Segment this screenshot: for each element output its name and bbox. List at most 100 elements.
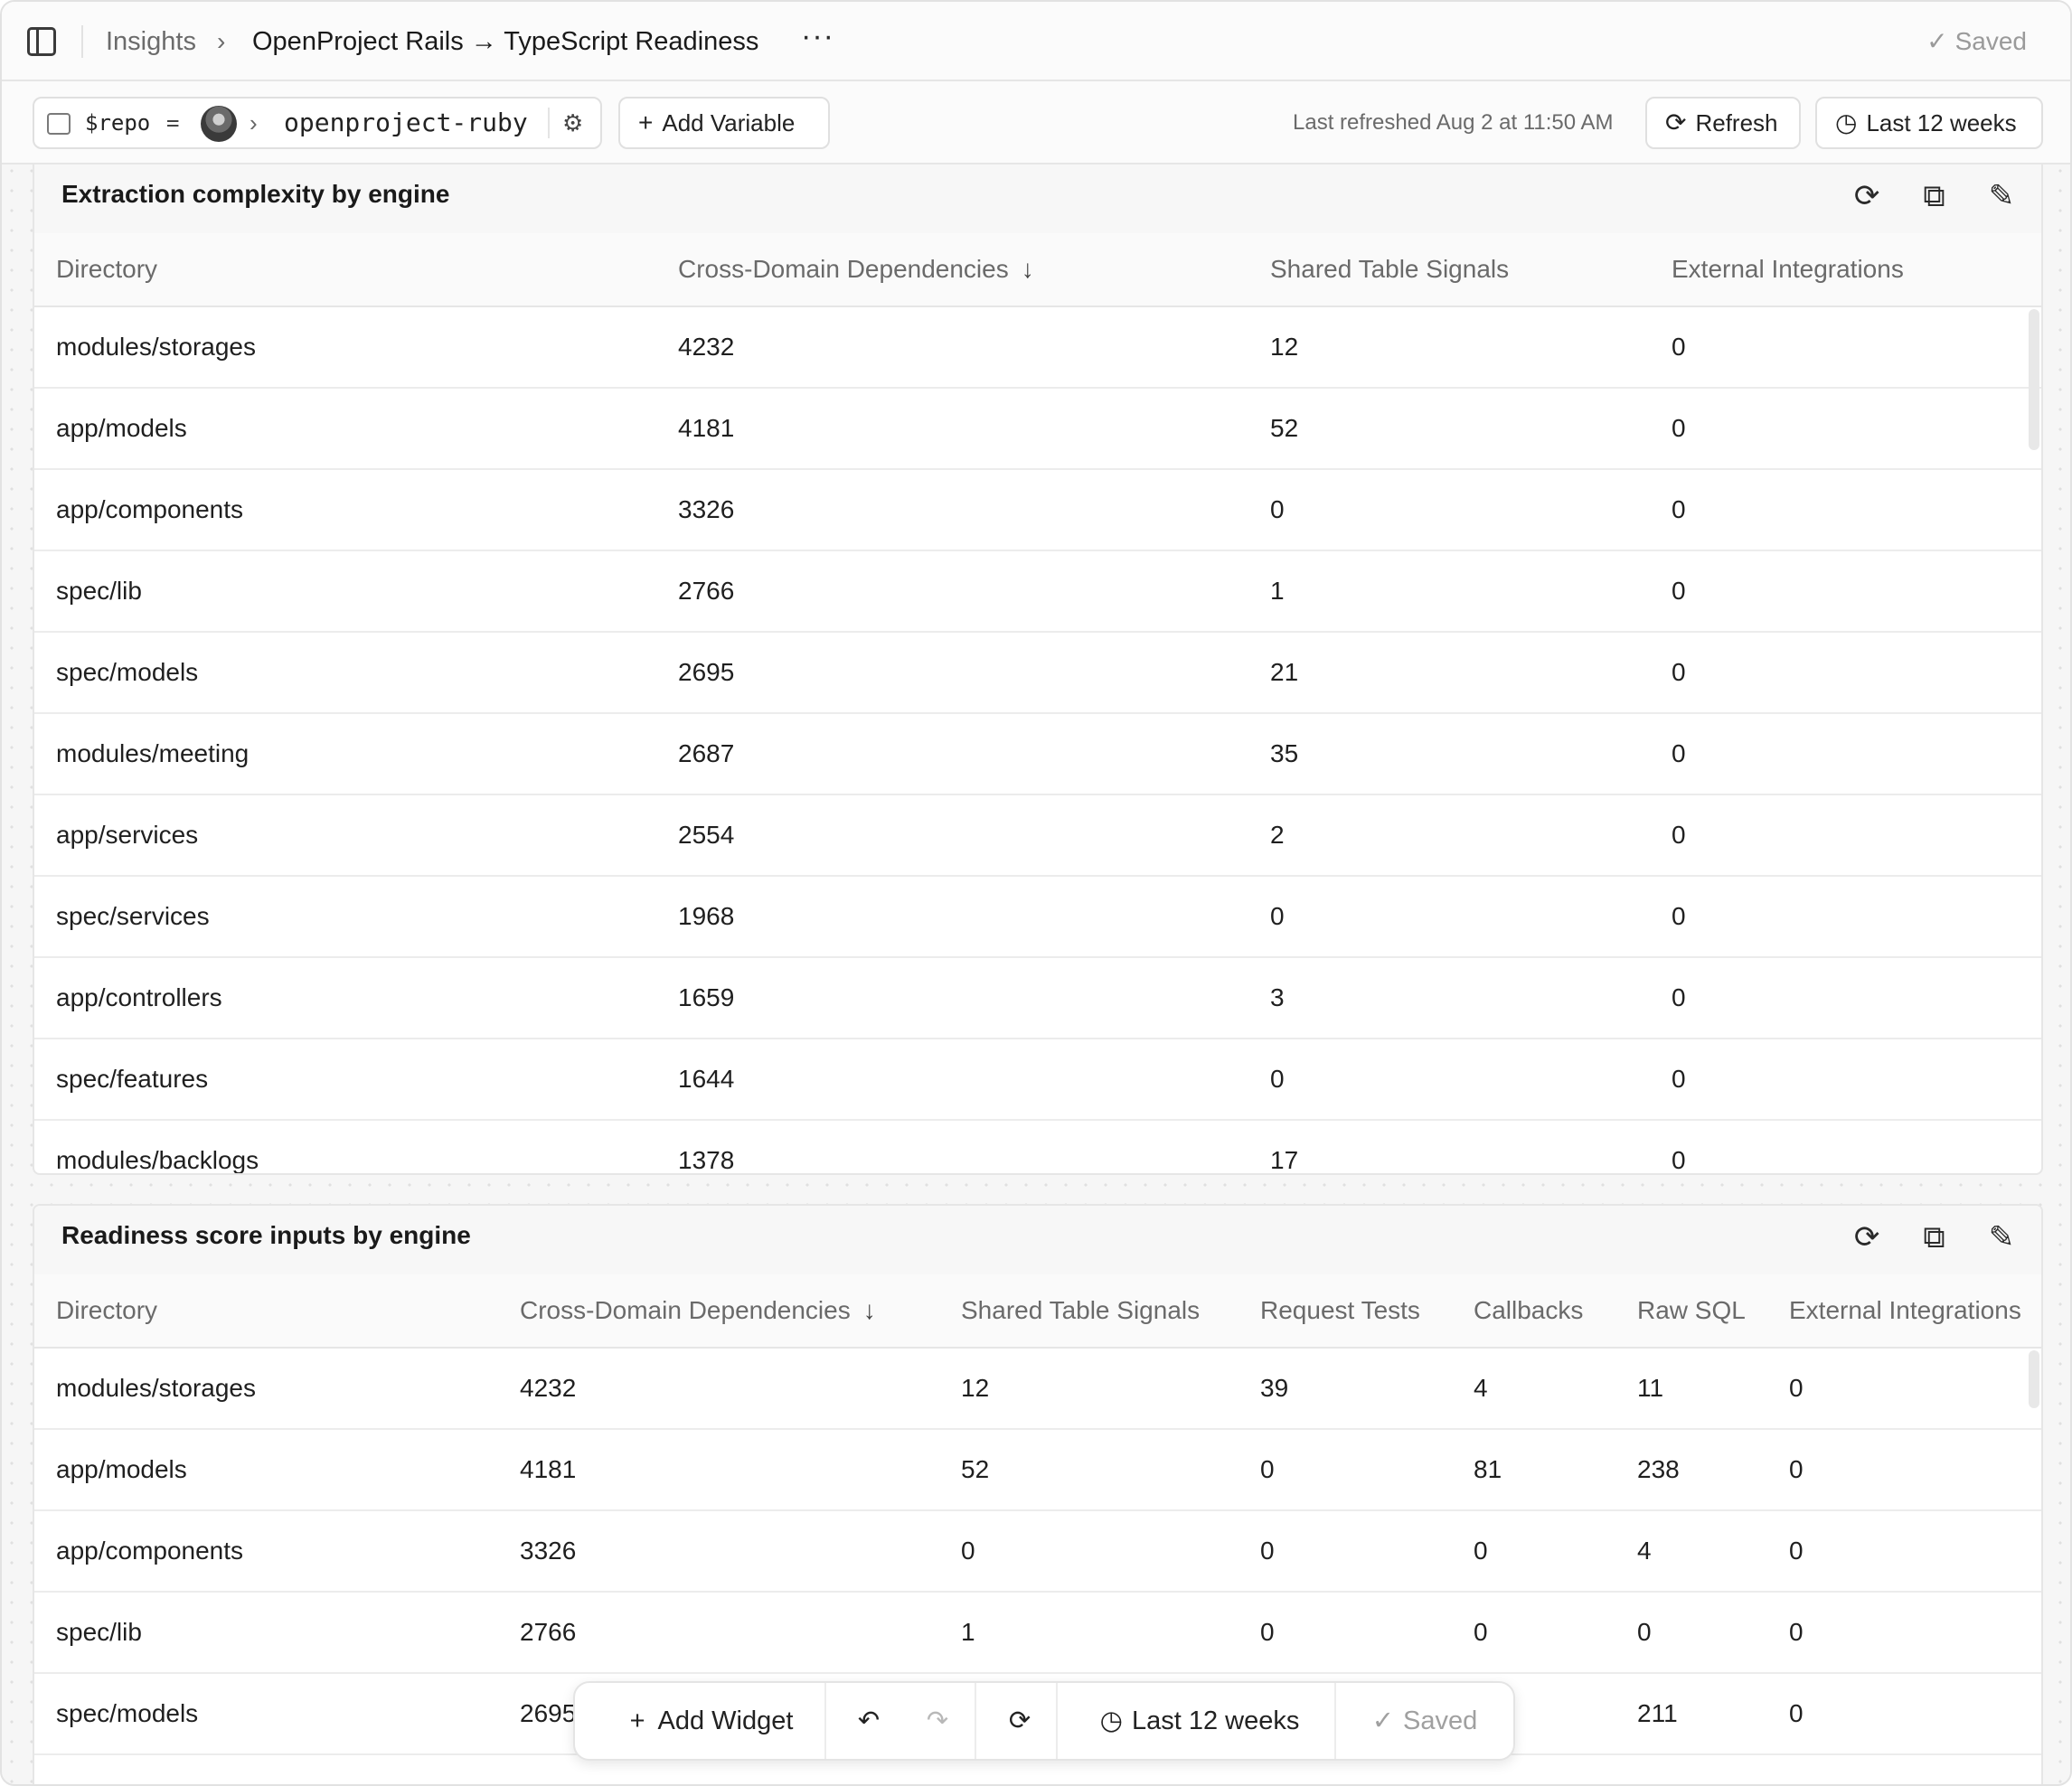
refresh-label: Refresh [1695, 109, 1778, 136]
table-row[interactable]: spec/models 2695 21 0 [34, 633, 2041, 714]
table-row[interactable]: modules/storages 4232 12 39 4 11 0 [34, 1349, 2041, 1430]
refresh-all-icon[interactable]: ⟳ [1008, 1706, 1031, 1735]
value-cell: 11 [1637, 1374, 1664, 1402]
add-variable-button[interactable]: + Add Variable [618, 97, 830, 149]
column-header-external[interactable]: External Integrations [1789, 1296, 2021, 1324]
value-cell: 0 [1789, 1537, 1804, 1565]
add-widget-label: Add Widget [657, 1706, 794, 1735]
table-row[interactable]: modules/meeting 2687 35 0 [34, 714, 2041, 795]
scrollbar[interactable] [2029, 309, 2039, 450]
chevron-right-icon: › [250, 109, 258, 136]
value-cell: 2695 [678, 658, 735, 686]
variable-value[interactable]: openproject-ruby [284, 108, 528, 137]
table-row[interactable]: spec/services 1968 0 0 [34, 877, 2041, 958]
widget-title: Extraction complexity by engine [61, 180, 450, 208]
column-header-shared-table[interactable]: Shared Table Signals [961, 1296, 1201, 1324]
directory-cell: modules/meeting [56, 739, 250, 767]
value-cell: 2766 [520, 1618, 577, 1646]
refresh-icon[interactable]: ⟳ [1853, 179, 1880, 213]
undo-icon[interactable]: ↶ [857, 1706, 881, 1735]
scrollbar[interactable] [2029, 1350, 2039, 1408]
avatar [201, 106, 237, 142]
date-range-button[interactable]: ◷ Last 12 weeks [1069, 1683, 1331, 1759]
value-cell: 238 [1637, 1455, 1680, 1483]
last-refreshed-text: Last refreshed Aug 2 at 11:50 AM [1293, 110, 1614, 135]
table-row[interactable]: spec/features 1644 0 0 [34, 1039, 2041, 1121]
value-cell: 211 [1637, 1699, 1678, 1727]
table-row[interactable]: modules/storages 4232 12 0 [34, 307, 2041, 389]
table-row[interactable]: app/models 4181 52 0 81 238 0 [34, 1430, 2041, 1511]
clock-icon: ◷ [1835, 108, 1858, 136]
table-row[interactable]: app/controllers 1659 3 0 [34, 958, 2041, 1039]
check-icon: ✓ [1926, 27, 1948, 55]
date-range-button[interactable]: ◷ Last 12 weeks [1815, 97, 2043, 149]
directory-cell: modules/storages [56, 333, 257, 361]
value-cell: 0 [1672, 333, 1686, 361]
column-header-shared-table[interactable]: Shared Table Signals [1270, 255, 1510, 283]
redo-icon[interactable]: ↷ [926, 1706, 949, 1735]
table-row[interactable]: spec/lib 2766 1 0 0 0 0 [34, 1593, 2041, 1674]
repo-variable-chip[interactable]: $repo = › openproject-ruby ⚙ [33, 97, 602, 149]
directory-cell: spec/services [56, 902, 210, 930]
value-cell: 4232 [520, 1374, 577, 1402]
value-cell: 1 [1270, 577, 1285, 605]
column-header-external[interactable]: External Integrations [1672, 255, 1904, 283]
value-cell: 1644 [678, 1065, 735, 1093]
value-cell: 4181 [520, 1455, 577, 1483]
header-divider [81, 25, 83, 58]
chip-divider [548, 108, 550, 138]
value-cell: 0 [1672, 1146, 1686, 1174]
column-header-callbacks[interactable]: Callbacks [1474, 1296, 1584, 1324]
directory-cell: spec/lib [56, 1618, 142, 1646]
value-cell: 1 [961, 1618, 975, 1646]
refresh-icon[interactable]: ⟳ [1853, 1220, 1880, 1255]
add-widget-button[interactable]: + Add Widget [607, 1683, 815, 1759]
value-cell: 0 [1474, 1618, 1488, 1646]
table-row[interactable]: app/components 3326 0 0 0 4 0 [34, 1511, 2041, 1593]
table-header: Directory Cross-Domain Dependencies ↓ Sha… [34, 233, 2041, 307]
toolbar-divider [824, 1683, 826, 1759]
date-range-label: Last 12 weeks [1131, 1706, 1300, 1735]
breadcrumb-insights[interactable]: Insights [106, 27, 196, 56]
date-range-label: Last 12 weeks [1866, 109, 2017, 136]
refresh-icon: ⟳ [1665, 108, 1687, 136]
table-row[interactable]: spec/lib 2766 1 0 [34, 551, 2041, 633]
floating-toolbar: + Add Widget ↶ ↷ ⟳ ◷ Last 12 weeks ✓ Saved [573, 1681, 1515, 1761]
sidebar-toggle-icon[interactable] [27, 27, 56, 56]
column-header-cross-domain[interactable]: Cross-Domain Dependencies ↓ [520, 1274, 876, 1347]
table-row[interactable]: app/models 4181 52 0 [34, 389, 2041, 470]
column-header-directory[interactable]: Directory [56, 255, 158, 283]
table-row[interactable]: modules/backlogs 1378 17 0 [34, 1121, 2041, 1174]
sort-desc-icon: ↓ [1021, 255, 1034, 283]
value-cell: 39 [1260, 1374, 1289, 1402]
refresh-button[interactable]: ⟳ Refresh [1645, 97, 1801, 149]
value-cell: 4 [1474, 1374, 1488, 1402]
duplicate-icon[interactable]: ⧉ [1923, 1220, 1945, 1255]
table-row[interactable]: app/components 3326 0 0 [34, 470, 2041, 551]
widget-header: Extraction complexity by engine ⟳ ⧉ ✎ [34, 164, 2041, 233]
value-cell: 1378 [678, 1146, 735, 1174]
variable-equals: = [166, 110, 180, 136]
gear-icon[interactable]: ⚙ [562, 109, 584, 136]
duplicate-icon[interactable]: ⧉ [1923, 179, 1945, 213]
directory-cell: modules/storages [56, 1374, 257, 1402]
table-row[interactable]: app/services 2554 2 0 [34, 795, 2041, 877]
value-cell: 0 [1789, 1374, 1804, 1402]
column-header-request-tests[interactable]: Request Tests [1260, 1296, 1420, 1324]
value-cell: 4232 [678, 333, 735, 361]
value-cell: 0 [1789, 1699, 1804, 1727]
value-cell: 0 [1260, 1618, 1275, 1646]
breadcrumb-chevron-icon: › [217, 27, 226, 55]
more-options-icon[interactable]: ··· [801, 19, 834, 53]
value-cell: 0 [1270, 495, 1285, 523]
column-header-directory[interactable]: Directory [56, 1296, 158, 1324]
column-header-cross-domain[interactable]: Cross-Domain Dependencies ↓ [678, 233, 1034, 306]
column-header-raw-sql[interactable]: Raw SQL [1637, 1296, 1746, 1324]
edit-icon[interactable]: ✎ [1988, 179, 2015, 213]
widget-header: Readiness score inputs by engine ⟳ ⧉ ✎ [34, 1206, 2041, 1274]
value-cell: 3326 [678, 495, 735, 523]
edit-icon[interactable]: ✎ [1988, 1220, 2015, 1255]
value-cell: 12 [961, 1374, 990, 1402]
directory-cell: app/components [56, 1537, 244, 1565]
value-cell: 0 [1270, 902, 1285, 930]
